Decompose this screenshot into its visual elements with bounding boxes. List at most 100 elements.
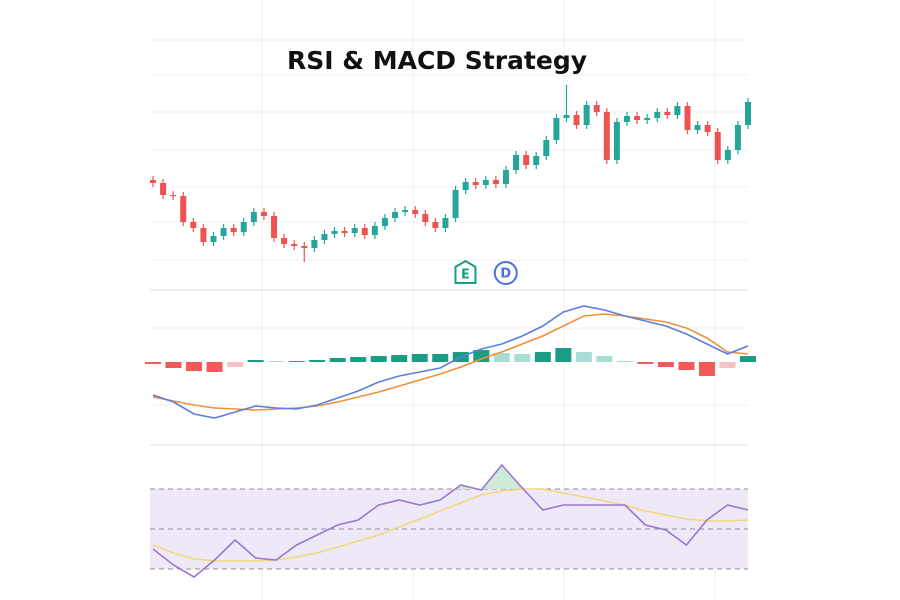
candle-body [422,214,429,222]
histogram-bar [575,352,592,362]
candle-body [634,116,641,120]
histogram-bar [370,356,387,362]
histogram-bar [329,358,346,362]
candle-body [180,196,187,222]
candle-body [281,238,288,244]
histogram-bar [350,357,367,362]
candle-body [220,228,227,236]
candle-body [734,125,741,150]
histogram-bar [678,362,695,370]
histogram-bar [186,362,203,371]
candle-body [543,140,550,156]
candle-body [644,118,651,120]
chart-title: RSI & MACD Strategy [287,46,587,75]
candle-body [553,118,560,140]
candle-body [321,234,328,240]
candle-body [563,115,570,118]
candle-body [200,228,207,242]
candle-body [573,115,580,125]
histogram-bar [740,356,756,362]
candle-body [361,228,368,235]
candle-body [412,210,419,214]
marker-label: D [500,267,511,282]
candle-body [260,212,267,216]
candle-body [271,216,278,238]
histogram-bar [555,348,572,362]
histogram-bar [514,354,531,362]
candle-body [351,228,358,233]
candle-body [654,112,661,118]
candle-body [603,112,610,160]
histogram-bar [719,362,736,368]
candle-body [442,218,449,228]
histogram-bar [411,354,428,362]
histogram-bar [145,362,161,364]
earnings-marker [454,259,477,284]
candle-body [250,212,257,222]
histogram-bar [657,362,674,367]
candle-body [230,228,237,232]
candle-body [593,105,600,112]
candle-body [724,150,731,160]
histogram-bar [309,360,326,362]
histogram-bar [227,362,244,367]
histogram-bar [637,362,654,364]
histogram-bar [391,355,408,362]
macd-line [152,305,749,419]
histogram-bar [432,354,449,362]
candle-body [291,244,298,246]
candle-body [150,180,156,183]
candle-body [674,106,681,115]
dividend-marker [493,261,518,285]
histogram-bar [165,362,182,368]
histogram-bar [473,350,490,362]
candle-body [462,182,469,190]
candle-body [331,231,338,234]
histogram-bar [616,361,633,362]
candle-body [492,180,499,184]
candle-body [623,116,630,122]
candle-body [341,231,348,233]
histogram-bar [247,360,264,362]
histogram-bar [268,361,285,362]
candle-body [190,222,197,228]
candle-body [210,236,217,242]
candle-body [533,156,540,165]
candle-body [432,222,439,228]
candle-body [170,195,177,196]
histogram-bar [596,356,613,362]
candle-body [240,222,247,232]
candle-body [311,240,318,248]
candle-body [694,125,701,130]
candle-body [502,170,509,184]
layout-grid [150,0,748,600]
candle-body [613,122,620,160]
candle-body [482,180,489,185]
histogram-bar [534,352,551,362]
candle-body [664,112,671,115]
candle-body [392,212,399,218]
candle-body [381,218,388,226]
candle-body [301,246,308,248]
candle-body [714,132,721,160]
histogram-bar [698,362,715,376]
candle-body [583,105,590,125]
marker-label: E [461,268,470,283]
rsi-line [152,488,749,562]
histogram-bar [493,353,510,362]
candle-body [704,125,711,132]
candle-body [523,155,530,165]
histogram-bar [288,361,305,362]
histogram-bar [206,362,223,372]
candle-body [160,183,167,195]
candle-body [684,106,691,130]
candle-body [452,190,459,218]
macd-line [152,313,749,411]
candle-body [371,226,378,235]
candle-body [745,102,751,125]
rsi-line [152,463,749,578]
candle-body [513,155,520,170]
candle-body [402,210,409,212]
